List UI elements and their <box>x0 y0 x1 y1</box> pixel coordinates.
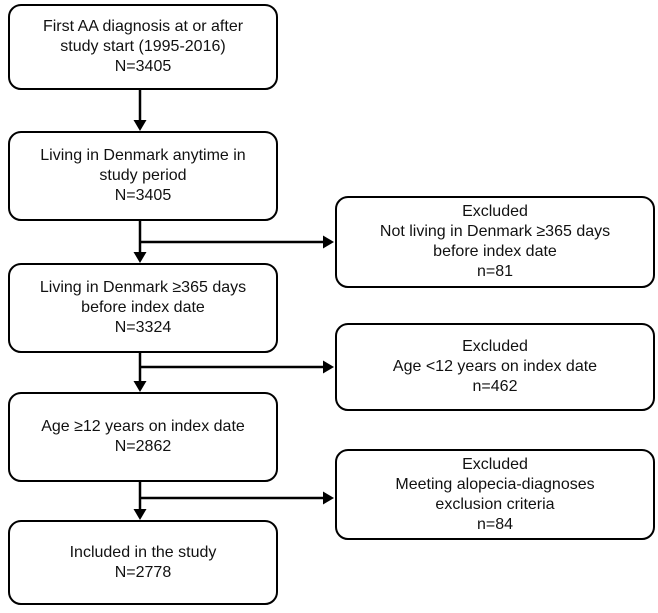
flow-box-step-3: Living in Denmark ≥365 days before index… <box>8 263 278 353</box>
flow-box-step-2-text: Living in Denmark anytime in study perio… <box>40 147 246 204</box>
flow-box-step-1: First AA diagnosis at or after study sta… <box>8 4 278 90</box>
arrow-step2-to-step3 <box>133 221 147 263</box>
flow-box-excluded-2: Excluded Age <12 years on index date n=4… <box>335 323 655 411</box>
arrow-branch-to-excluded2 <box>140 360 334 374</box>
flow-box-excluded-3-text: Excluded Meeting alopecia-diagnoses excl… <box>395 455 595 533</box>
flow-box-step-2: Living in Denmark anytime in study perio… <box>8 131 278 221</box>
flow-box-excluded-1: Excluded Not living in Denmark ≥365 days… <box>335 196 655 288</box>
flow-box-step-1-text: First AA diagnosis at or after study sta… <box>42 18 244 75</box>
arrow-step1-to-step2 <box>133 90 147 131</box>
flow-box-excluded-1-text: Excluded Not living in Denmark ≥365 days… <box>379 203 611 280</box>
arrow-step3-to-step4 <box>133 353 147 392</box>
flow-box-step-5: Included in the study N=2778 <box>8 520 278 605</box>
arrow-branch-to-excluded3 <box>140 491 334 505</box>
flow-box-step-3-text: Living in Denmark ≥365 days before index… <box>39 279 247 336</box>
arrow-branch-to-excluded1 <box>140 235 334 249</box>
flow-box-excluded-3: Excluded Meeting alopecia-diagnoses excl… <box>335 449 655 540</box>
flow-box-step-4: Age ≥12 years on index date N=2862 <box>8 392 278 482</box>
flow-box-step-4-text: Age ≥12 years on index date N=2862 <box>41 418 245 455</box>
flow-box-excluded-2-text: Excluded Age <12 years on index date n=4… <box>392 338 598 395</box>
arrow-step4-to-step5 <box>133 482 147 520</box>
flow-box-step-5-text: Included in the study N=2778 <box>69 543 217 581</box>
